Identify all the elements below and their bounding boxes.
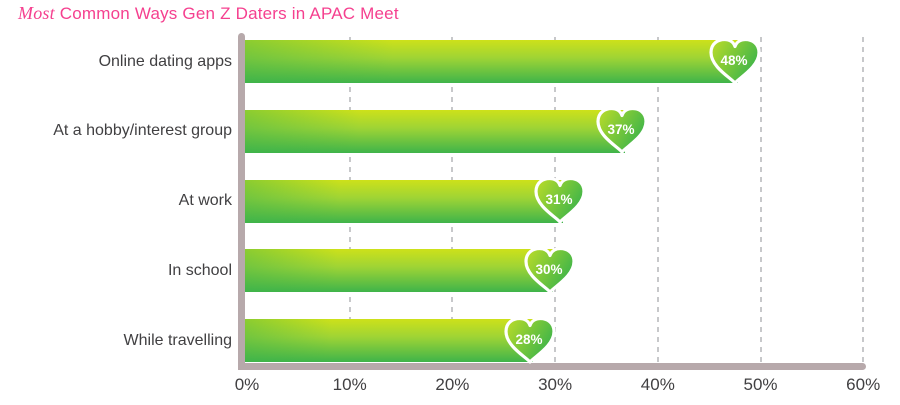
chart-title-italic-word: Most <box>18 3 55 23</box>
x-tick-label: 30% <box>538 375 573 394</box>
y-axis-line <box>238 33 245 370</box>
bar-value-label: 31% <box>545 192 572 207</box>
x-tick-label: 0% <box>234 375 260 394</box>
bar-value-label: 30% <box>535 262 562 277</box>
category-label: At a hobby/interest group <box>53 122 232 140</box>
heart-marker-icon: 48% <box>708 37 762 87</box>
bar-online-dating-apps: 48% <box>245 37 761 85</box>
gridline-40 <box>656 37 659 363</box>
bar-at-work: 31% <box>245 176 586 224</box>
chart-title: Most Common Ways Gen Z Daters in APAC Me… <box>18 3 399 24</box>
category-label: Online dating apps <box>98 52 232 70</box>
x-tick-label: 60% <box>846 375 881 394</box>
x-tick-label: 40% <box>640 375 675 394</box>
category-label: In school <box>167 261 232 279</box>
gridline-50 <box>759 37 762 363</box>
x-axis-line <box>238 363 866 370</box>
bar-value-label: 48% <box>720 53 747 68</box>
heart-marker-icon: 31% <box>533 176 587 226</box>
bar-value-label: 28% <box>515 332 542 347</box>
heart-marker-icon: 28% <box>503 316 557 366</box>
bar-while-travelling: 28% <box>245 316 556 364</box>
heart-marker-icon: 37% <box>595 106 649 156</box>
x-tick-label: 50% <box>743 375 778 394</box>
category-label: At work <box>178 192 232 209</box>
heart-marker-icon: 30% <box>523 246 577 296</box>
bar-hobby-interest-group: 37% <box>245 107 648 154</box>
gridline-60 <box>862 37 865 363</box>
plot-area: 48% 37% 31% <box>245 37 861 364</box>
chart-title-rest: Common Ways Gen Z Daters in APAC Meet <box>59 4 399 23</box>
bar-in-school: 30% <box>245 246 576 294</box>
bar-value-label: 37% <box>607 122 634 137</box>
x-tick-label: 10% <box>332 375 367 394</box>
x-tick-label: 20% <box>435 375 470 394</box>
category-label: While travelling <box>123 331 232 349</box>
